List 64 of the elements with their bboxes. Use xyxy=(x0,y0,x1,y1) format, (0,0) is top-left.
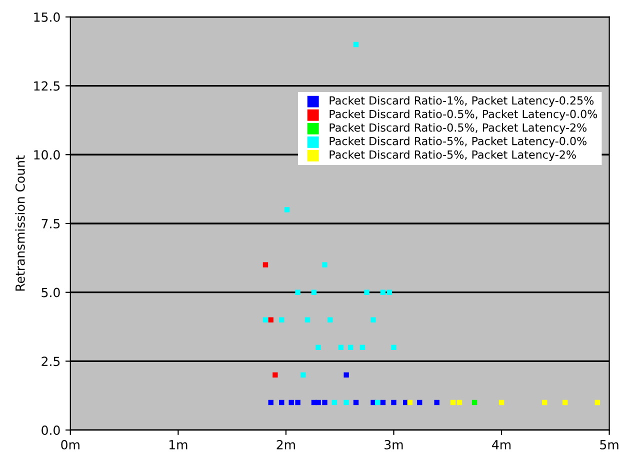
point xyxy=(348,344,354,350)
point xyxy=(279,400,284,406)
point xyxy=(344,372,349,378)
point xyxy=(391,344,396,350)
point xyxy=(295,400,300,406)
point xyxy=(311,290,317,295)
legend-label: Packet Discard Ratio-0.5%, Packet Latency-0.0% xyxy=(330,110,598,120)
point xyxy=(456,400,462,406)
y-tick-label: 7.5 xyxy=(42,219,60,228)
point xyxy=(304,317,310,322)
legend-label: Packet Discard Ratio-1%, Packet Latency-0.25% xyxy=(330,96,594,107)
point xyxy=(295,290,300,295)
x-tick-label: 4m xyxy=(492,440,511,450)
point xyxy=(338,344,344,350)
point xyxy=(542,400,548,406)
y-axis-title: Retransmission Count xyxy=(15,155,25,291)
point xyxy=(284,207,290,212)
point xyxy=(434,400,440,406)
point xyxy=(353,400,359,406)
x-tick-label: 1m xyxy=(169,440,188,450)
point xyxy=(262,317,268,322)
point xyxy=(322,400,328,406)
point xyxy=(562,400,568,406)
point xyxy=(268,317,274,322)
legend-label: Packet Discard Ratio-5%, Packet Latency-2% xyxy=(330,150,576,161)
point xyxy=(316,344,321,350)
point xyxy=(360,344,366,350)
point xyxy=(288,400,294,406)
point xyxy=(332,400,338,406)
y-tick-label: 10.0 xyxy=(34,150,60,160)
point xyxy=(380,290,386,295)
point xyxy=(279,317,284,322)
point xyxy=(328,317,333,322)
legend-label: Packet Discard Ratio-0.5%, Packet Latency-2% xyxy=(330,123,586,134)
point xyxy=(268,400,274,406)
point xyxy=(262,262,268,268)
point xyxy=(344,400,349,406)
point xyxy=(374,400,380,406)
point xyxy=(272,372,278,378)
point xyxy=(364,290,370,295)
point xyxy=(353,42,359,48)
y-tick-label: 5.0 xyxy=(42,288,60,298)
y-tick-label: 15.0 xyxy=(34,12,60,22)
point xyxy=(498,400,504,406)
x-tick-label: 3m xyxy=(384,440,403,450)
y-tick-label: 2.5 xyxy=(42,356,60,366)
point xyxy=(472,400,478,406)
point xyxy=(370,317,376,322)
point xyxy=(450,400,456,406)
point xyxy=(417,400,422,406)
point xyxy=(322,262,328,268)
point xyxy=(407,400,412,406)
legend-label: Packet Discard Ratio-5%, Packet Latency-0.0% xyxy=(330,136,586,148)
x-tick-label: 0m xyxy=(61,440,80,450)
point xyxy=(391,400,396,406)
x-tick-label: 2m xyxy=(276,440,295,450)
point xyxy=(594,400,600,406)
y-tick-label: 0.0 xyxy=(42,425,60,435)
point xyxy=(316,400,321,406)
x-tick-label: 5m xyxy=(600,440,618,450)
point xyxy=(380,400,386,406)
y-tick-label: 12.5 xyxy=(34,81,60,91)
point xyxy=(386,290,392,295)
point xyxy=(300,372,306,378)
